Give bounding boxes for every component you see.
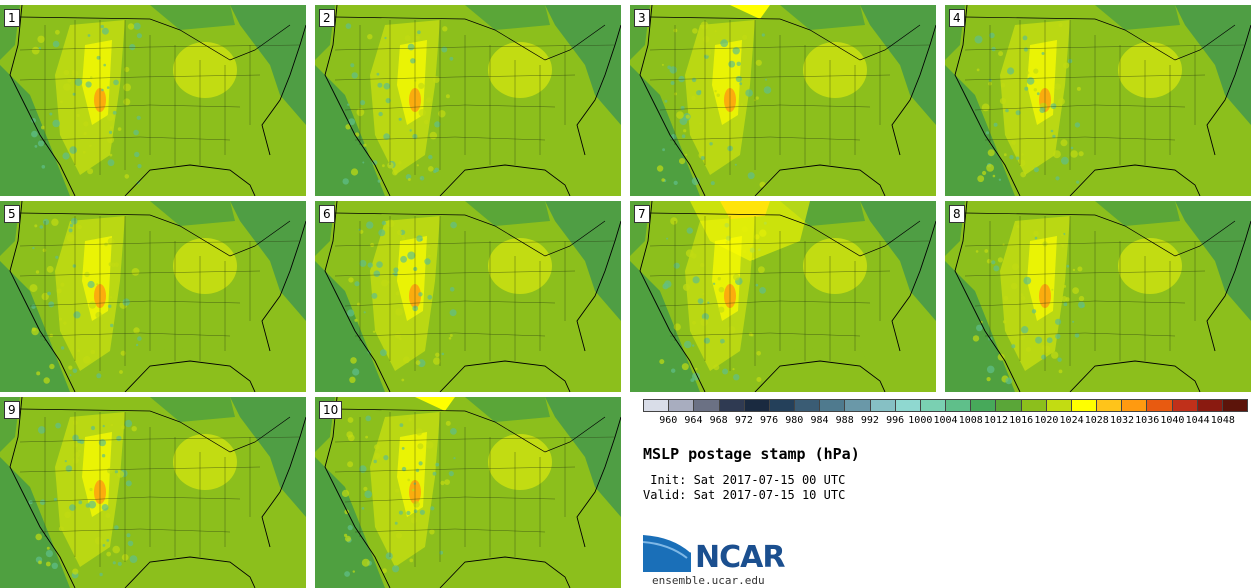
- colorbar-swatch: [946, 399, 972, 412]
- colorbar-swatch: [971, 399, 997, 412]
- panel-label: 7: [634, 205, 650, 223]
- colorbar-swatch: [820, 399, 846, 412]
- panel-label: 1: [4, 9, 20, 27]
- map-panel-1: 1: [0, 5, 306, 196]
- panel-label: 10: [319, 401, 343, 419]
- valid-time: Valid: Sat 2017-07-15 10 UTC: [643, 488, 846, 502]
- colorbar-swatch: [845, 399, 871, 412]
- colorbar-swatch: [694, 399, 720, 412]
- panel-label: 2: [319, 9, 335, 27]
- colorbar-tick-label: 972: [734, 415, 753, 426]
- colorbar-tick-label: 984: [810, 415, 829, 426]
- colorbar-swatch: [669, 399, 695, 412]
- map-panel-8: 8: [945, 201, 1251, 392]
- panel-label: 6: [319, 205, 335, 223]
- colorbar-labels: 960 964 968 972 976 980 984 988 992 996 1000 1004 10…: [633, 415, 1258, 429]
- map-panel-9: 9: [0, 397, 306, 588]
- colorbar-tick-label: 1032: [1109, 415, 1135, 426]
- colorbar-swatch: [1046, 399, 1072, 412]
- colorbar-tick-label: 1020: [1034, 415, 1059, 426]
- colorbar-tick-label: 1044: [1185, 415, 1210, 426]
- mslp-field-map: [945, 5, 1251, 196]
- colorbar-swatch: [1147, 399, 1173, 412]
- mslp-field-map: [315, 5, 621, 196]
- colorbar-tick-label: 1028: [1084, 415, 1109, 426]
- chart-title: MSLP postage stamp (hPa): [643, 445, 860, 463]
- colorbar-swatch: [795, 399, 821, 412]
- colorbar-swatch: [1222, 399, 1249, 412]
- colorbar-tick-label: 976: [760, 415, 779, 426]
- colorbar-tick-label: 988: [835, 415, 854, 426]
- panel-label: 5: [4, 205, 20, 223]
- colorbar-tick-label: 1040: [1160, 415, 1185, 426]
- mslp-field-map: [315, 397, 621, 588]
- colorbar-swatch: [643, 399, 670, 412]
- colorbar-swatch: [719, 399, 745, 412]
- colorbar-tick-label: 1048: [1210, 415, 1235, 426]
- site-url: ensemble.ucar.edu: [652, 574, 765, 587]
- map-panel-2: 2: [315, 5, 621, 196]
- colorbar-swatch: [1197, 399, 1223, 412]
- ncar-wordmark: NCAR: [695, 540, 785, 575]
- colorbar-swatch: [1021, 399, 1047, 412]
- colorbar-swatch: [895, 399, 921, 412]
- colorbar-tick-label: 992: [860, 415, 879, 426]
- init-time: Init: Sat 2017-07-15 00 UTC: [643, 473, 846, 487]
- map-panel-10: 10: [315, 397, 621, 588]
- colorbar-swatch: [1172, 399, 1198, 412]
- mslp-field-map: [0, 201, 306, 392]
- panel-label: 8: [949, 205, 965, 223]
- colorbar-tick-label: 1024: [1059, 415, 1084, 426]
- mslp-field-map: [315, 201, 621, 392]
- colorbar-tick-label: 964: [684, 415, 703, 426]
- colorbar-tick-label: 1004: [933, 415, 958, 426]
- colorbar-swatch: [996, 399, 1022, 412]
- colorbar-swatch: [1097, 399, 1123, 412]
- colorbar-tick-label: 980: [785, 415, 804, 426]
- colorbar-tick-label: 968: [709, 415, 728, 426]
- colorbar-swatch: [870, 399, 896, 412]
- map-panel-3: 3: [630, 5, 936, 196]
- panel-label: 3: [634, 9, 650, 27]
- ncar-logo-icon: [643, 533, 692, 572]
- mslp-field-map: [0, 397, 306, 588]
- colorbar-swatch: [744, 399, 770, 412]
- panel-label: 9: [4, 401, 20, 419]
- colorbar-tick-label: 1012: [983, 415, 1008, 426]
- colorbar-tick-label: 960: [659, 415, 678, 426]
- mslp-field-map: [630, 201, 936, 392]
- mslp-field-map: [0, 5, 306, 196]
- colorbar-swatch: [920, 399, 947, 412]
- colorbar: [643, 399, 1249, 412]
- panel-label: 4: [949, 9, 965, 27]
- colorbar-tick-label: 1016: [1009, 415, 1034, 426]
- mslp-field-map: [945, 201, 1251, 392]
- map-panel-5: 5: [0, 201, 306, 392]
- colorbar-tick-label: 1000: [908, 415, 933, 426]
- map-panel-4: 4: [945, 5, 1251, 196]
- mslp-field-map: [630, 5, 936, 196]
- colorbar-swatch: [1122, 399, 1148, 412]
- map-panel-6: 6: [315, 201, 621, 392]
- colorbar-swatch: [769, 399, 796, 412]
- colorbar-tick-label: 1008: [958, 415, 983, 426]
- colorbar-tick-label: 996: [886, 415, 905, 426]
- colorbar-tick-label: 1036: [1135, 415, 1160, 426]
- colorbar-swatch: [1071, 399, 1098, 412]
- map-panel-7: 7: [630, 201, 936, 392]
